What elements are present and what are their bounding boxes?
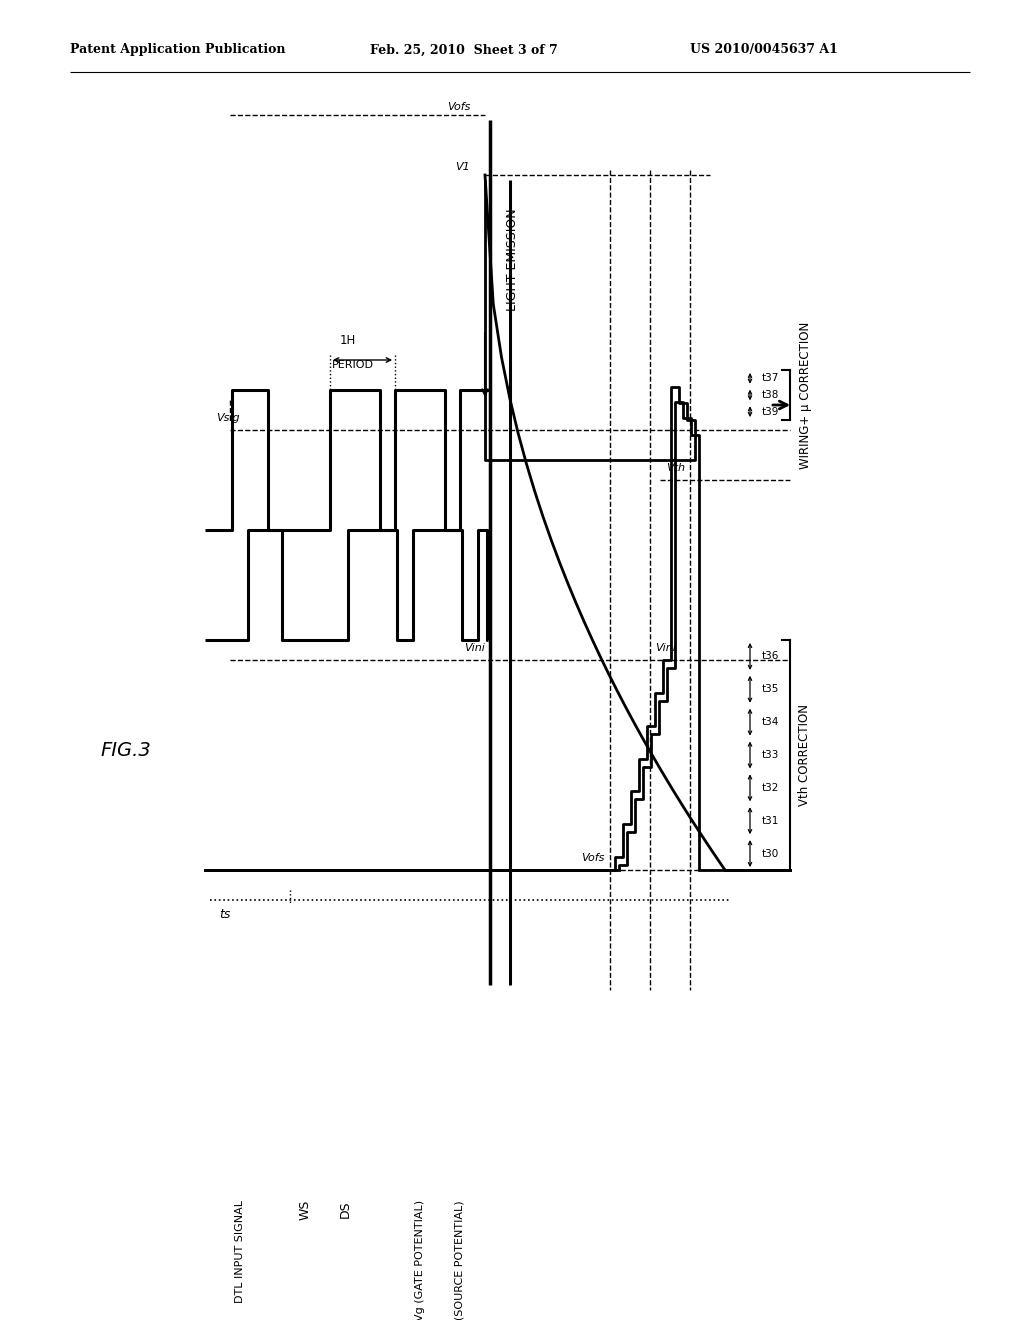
Text: t31: t31 <box>762 816 779 826</box>
Text: Vg (GATE POTENTIAL): Vg (GATE POTENTIAL) <box>415 1200 425 1320</box>
Text: Vth CORRECTION: Vth CORRECTION <box>799 704 811 807</box>
Text: 1H: 1H <box>339 334 355 346</box>
Text: DS: DS <box>339 1200 351 1217</box>
Text: t35: t35 <box>762 684 779 694</box>
Text: V1: V1 <box>456 162 470 172</box>
Text: WIRING+ μ CORRECTION: WIRING+ μ CORRECTION <box>799 321 811 469</box>
Text: t32: t32 <box>762 783 779 793</box>
Text: t37: t37 <box>762 374 779 383</box>
Text: ts: ts <box>219 908 230 921</box>
Text: Patent Application Publication: Patent Application Publication <box>70 44 286 57</box>
Text: US 2010/0045637 A1: US 2010/0045637 A1 <box>690 44 838 57</box>
Text: Vofs: Vofs <box>446 102 470 112</box>
Text: PERIOD: PERIOD <box>332 360 374 370</box>
Text: LIGHT EMISSION: LIGHT EMISSION <box>506 209 518 312</box>
Text: t33: t33 <box>762 750 779 760</box>
Text: t36: t36 <box>762 652 779 661</box>
Text: WS: WS <box>299 1200 311 1221</box>
Text: Vth: Vth <box>666 463 685 473</box>
Text: t38: t38 <box>762 389 779 400</box>
Text: FIG.3: FIG.3 <box>100 741 151 759</box>
Text: Vini: Vini <box>464 643 485 653</box>
Text: Feb. 25, 2010  Sheet 3 of 7: Feb. 25, 2010 Sheet 3 of 7 <box>370 44 558 57</box>
Text: t30: t30 <box>762 849 779 858</box>
Text: Vs (SOURCE POTENTIAL): Vs (SOURCE POTENTIAL) <box>455 1200 465 1320</box>
Text: t39: t39 <box>762 407 779 417</box>
Text: DTL INPUT SIGNAL: DTL INPUT SIGNAL <box>234 1200 245 1303</box>
Text: t34: t34 <box>762 717 779 727</box>
Text: Vsig: Vsig <box>216 413 240 422</box>
Text: Vofs: Vofs <box>582 853 605 863</box>
Text: Vini: Vini <box>655 643 676 653</box>
